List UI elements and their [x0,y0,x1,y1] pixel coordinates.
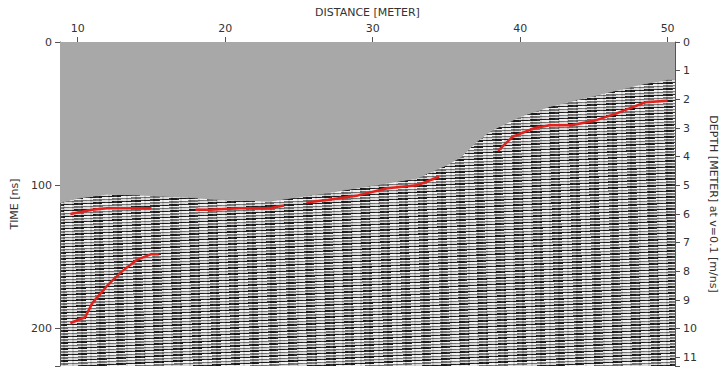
svg-text:2: 2 [683,93,690,106]
svg-text:4: 4 [683,150,690,163]
svg-text:11: 11 [683,351,697,364]
svg-text:50: 50 [661,22,675,35]
svg-text:3: 3 [683,122,690,135]
svg-text:8: 8 [683,265,690,278]
svg-text:40: 40 [513,22,527,35]
svg-text:6: 6 [683,208,690,221]
svg-text:0: 0 [683,36,690,49]
svg-text:DEPTH [METER] at v=0.1 [m/ns]: DEPTH [METER] at v=0.1 [m/ns] [707,115,720,292]
svg-text:1: 1 [683,64,690,77]
svg-text:30: 30 [366,22,380,35]
svg-text:10: 10 [683,322,697,335]
svg-text:9: 9 [683,294,690,307]
svg-text:200: 200 [31,322,52,335]
svg-text:10: 10 [71,22,85,35]
svg-text:7: 7 [683,236,690,249]
svg-text:0: 0 [45,36,52,49]
svg-text:5: 5 [683,179,690,192]
svg-text:DISTANCE [METER]: DISTANCE [METER] [315,6,420,19]
svg-text:20: 20 [218,22,232,35]
svg-text:TIME [ns]: TIME [ns] [8,178,21,230]
svg-text:100: 100 [31,179,52,192]
